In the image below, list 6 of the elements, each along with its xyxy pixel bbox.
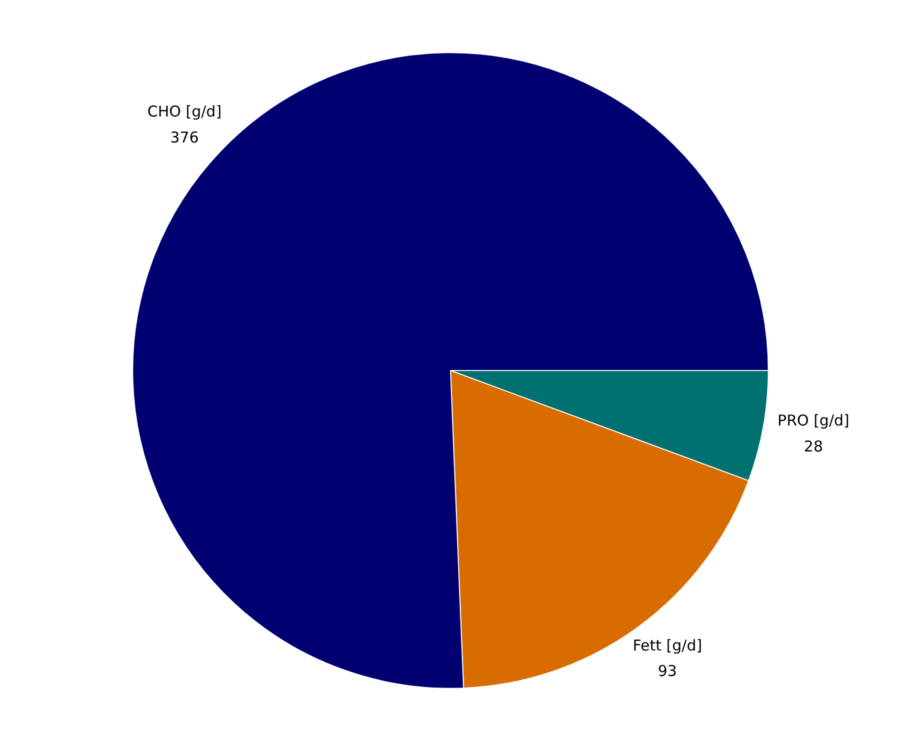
data-label: 93 (658, 662, 677, 680)
slice-label: PRO [g/d] (778, 411, 850, 430)
slice-label: CHO [g/d] (147, 102, 222, 121)
data-label: 376 (170, 128, 199, 147)
slice-label: Fett [g/d] (632, 636, 702, 654)
data-label: 28 (804, 437, 824, 456)
